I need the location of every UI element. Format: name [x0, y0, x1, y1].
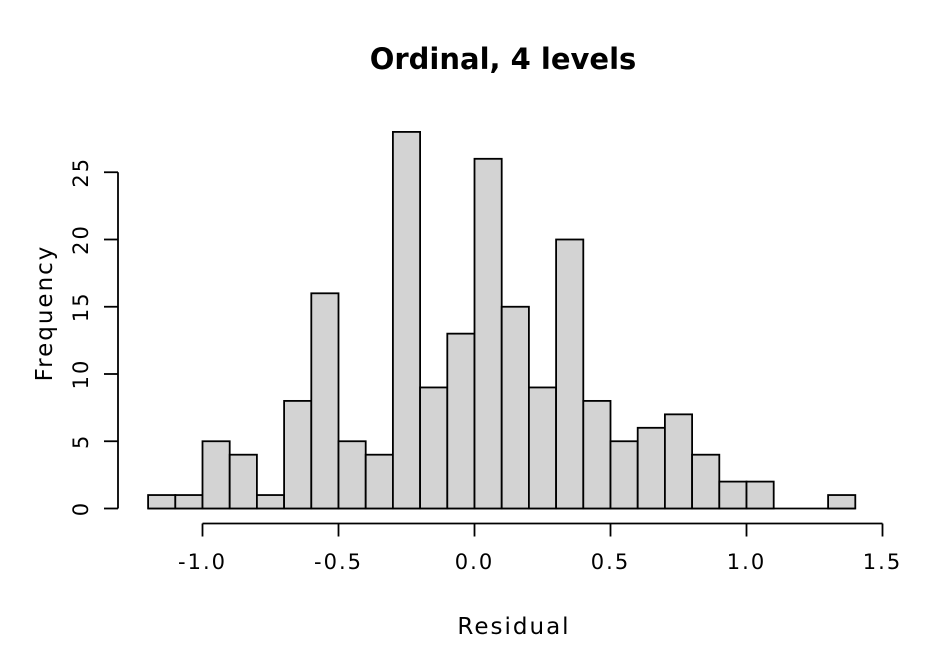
x-tick-label: -0.5 [314, 550, 363, 574]
histogram-bar [283, 399, 313, 510]
x-tick-label: -1.0 [178, 550, 227, 574]
histogram-bar [201, 440, 231, 510]
x-axis-label: Residual [457, 614, 570, 640]
histogram-bar [174, 494, 204, 510]
y-tick-label: 20 [69, 224, 93, 255]
histogram-bar [419, 386, 449, 510]
histogram-bar [337, 440, 367, 510]
y-tick-label: 25 [69, 157, 93, 188]
x-axis: -1.0 -0.5 0.0 0.5 1.0 1.5 [178, 522, 902, 574]
histogram-bar [446, 332, 476, 510]
y-axis: 0 5 10 15 20 25 [69, 157, 119, 516]
histogram-bar [609, 440, 639, 510]
y-tick-label: 0 [69, 501, 93, 516]
histogram-bar [691, 453, 721, 510]
histogram-bar [255, 494, 285, 510]
histogram-bar [228, 453, 258, 510]
histogram-bar [473, 157, 503, 510]
histogram-bar [555, 238, 585, 510]
histogram-bar [745, 480, 775, 510]
histogram-bar [500, 305, 530, 510]
histogram-bar [827, 494, 857, 510]
y-tick-label: 10 [69, 359, 93, 390]
histogram-bars [147, 130, 857, 510]
histogram-bar [582, 399, 612, 510]
x-tick-label: 0.0 [455, 550, 494, 574]
y-axis-label: Frequency [32, 245, 58, 382]
histogram-bar [664, 413, 694, 510]
histogram-bar [636, 426, 666, 510]
histogram-bar [718, 480, 748, 510]
histogram-bar [391, 130, 421, 510]
y-tick-label: 15 [69, 291, 93, 322]
x-tick-label: 1.5 [863, 550, 902, 574]
x-tick-label: 0.5 [591, 550, 630, 574]
histogram-bar [147, 494, 177, 510]
histogram-bar [310, 292, 340, 510]
histogram-bar [528, 386, 558, 510]
x-tick-label: 1.0 [727, 550, 766, 574]
chart-title: Ordinal, 4 levels [370, 42, 637, 76]
histogram-bar [364, 453, 394, 510]
y-tick-label: 5 [69, 434, 93, 449]
